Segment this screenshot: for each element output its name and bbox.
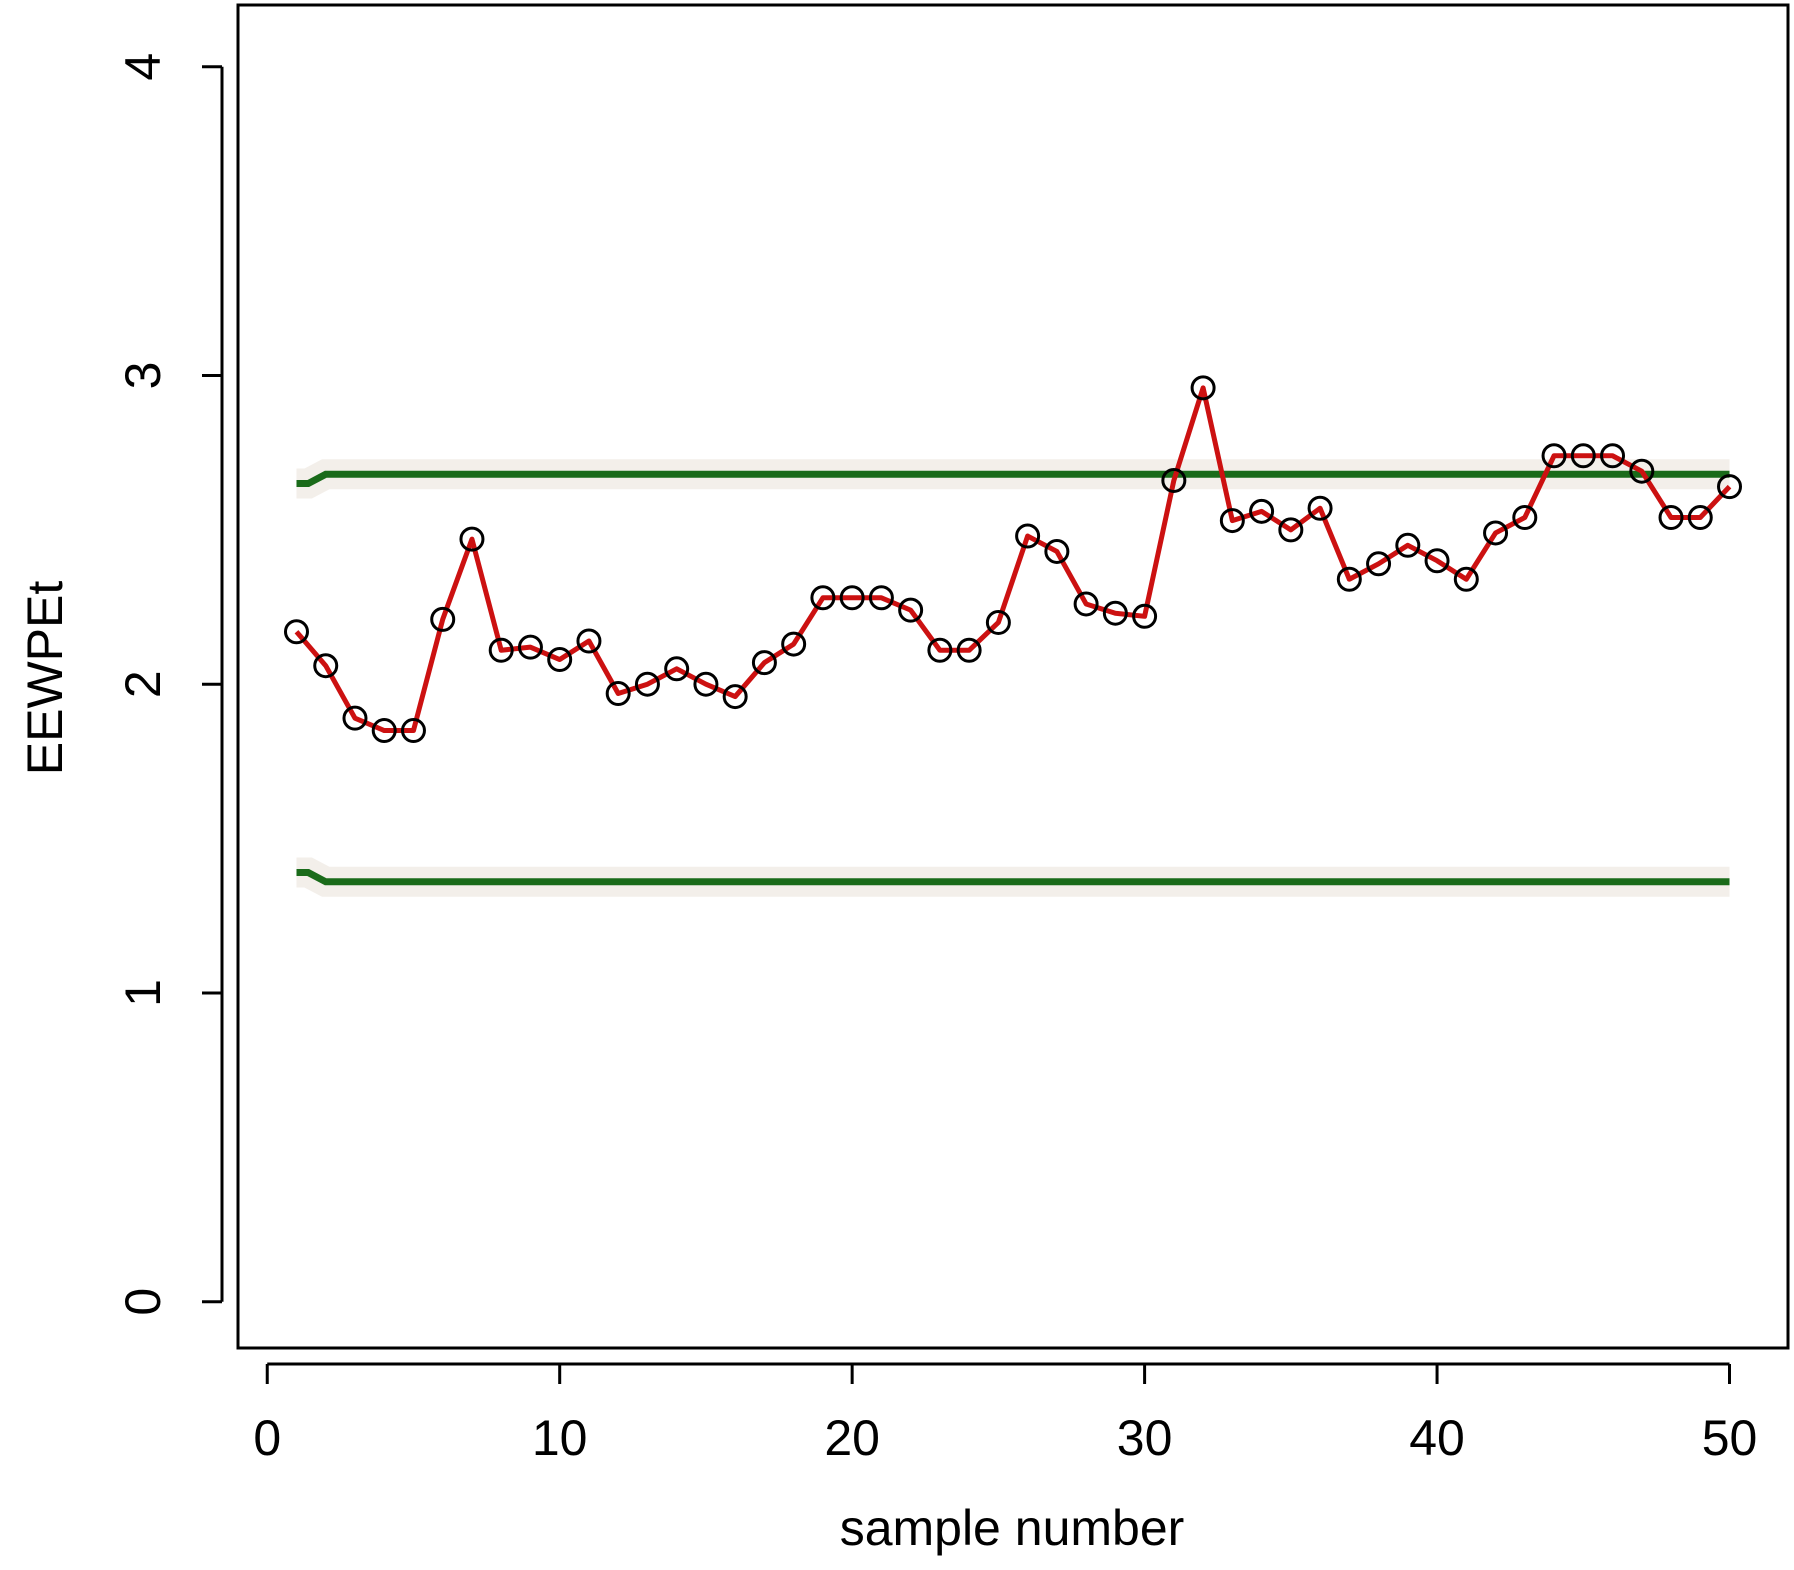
y-axis: 0 1 2 3 4 bbox=[115, 53, 224, 1316]
data-point bbox=[1366, 551, 1392, 577]
data-point bbox=[605, 680, 631, 706]
data-point bbox=[1541, 443, 1567, 469]
data-point bbox=[283, 619, 309, 645]
data-point bbox=[1102, 600, 1128, 626]
data-point bbox=[693, 671, 719, 697]
x-axis-title: sample number bbox=[840, 1500, 1185, 1556]
y-tick-label: 0 bbox=[115, 1288, 171, 1316]
upper-control-limit-line bbox=[296, 470, 1730, 488]
data-point bbox=[517, 634, 543, 660]
data-point bbox=[1687, 505, 1713, 531]
data-point bbox=[459, 526, 485, 552]
data-point bbox=[927, 637, 953, 663]
x-tick-label: 40 bbox=[1409, 1410, 1465, 1466]
data-point bbox=[430, 606, 456, 632]
data-point bbox=[634, 671, 660, 697]
data-point bbox=[1307, 495, 1333, 521]
data-point bbox=[1219, 508, 1245, 534]
data-point bbox=[781, 631, 807, 657]
data-point bbox=[1278, 517, 1304, 543]
data-point bbox=[576, 628, 602, 654]
data-point bbox=[1336, 566, 1362, 592]
data-point bbox=[400, 718, 426, 744]
data-point bbox=[722, 684, 748, 710]
data-point bbox=[1483, 520, 1509, 546]
data-series bbox=[283, 375, 1743, 744]
data-point bbox=[488, 637, 514, 663]
y-tick-label: 3 bbox=[115, 362, 171, 390]
data-line bbox=[294, 385, 1732, 734]
data-point bbox=[1570, 443, 1596, 469]
data-point bbox=[1453, 566, 1479, 592]
data-point bbox=[1658, 505, 1684, 531]
data-point bbox=[371, 718, 397, 744]
x-tick-label: 50 bbox=[1702, 1410, 1758, 1466]
x-tick-label: 10 bbox=[532, 1410, 588, 1466]
data-point bbox=[1044, 538, 1070, 564]
data-point bbox=[956, 637, 982, 663]
data-point bbox=[547, 647, 573, 673]
data-point bbox=[1395, 532, 1421, 558]
data-point bbox=[342, 705, 368, 731]
data-point bbox=[1161, 467, 1187, 493]
data-point bbox=[751, 650, 777, 676]
data-point bbox=[1190, 375, 1216, 401]
data-point bbox=[1015, 523, 1041, 549]
data-point bbox=[1512, 505, 1538, 531]
plot-frame bbox=[236, 3, 1790, 1350]
data-point bbox=[1717, 474, 1743, 500]
data-point bbox=[868, 585, 894, 611]
x-tick-label: 0 bbox=[253, 1410, 281, 1466]
data-point bbox=[1629, 458, 1655, 484]
data-point bbox=[1249, 498, 1275, 524]
data-point bbox=[1600, 443, 1626, 469]
data-point bbox=[985, 609, 1011, 635]
y-tick-label: 4 bbox=[115, 53, 171, 81]
data-point bbox=[810, 585, 836, 611]
x-tick-label: 30 bbox=[1117, 1410, 1173, 1466]
data-point bbox=[1073, 591, 1099, 617]
data-point bbox=[839, 585, 865, 611]
data-point bbox=[1132, 603, 1158, 629]
y-axis-title: EEWPEt bbox=[17, 581, 73, 776]
data-point bbox=[664, 656, 690, 682]
data-point bbox=[1424, 548, 1450, 574]
y-tick-label: 1 bbox=[115, 979, 171, 1007]
x-tick-label: 20 bbox=[824, 1410, 880, 1466]
y-tick-label: 2 bbox=[115, 670, 171, 698]
data-point bbox=[898, 597, 924, 623]
data-point bbox=[313, 653, 339, 679]
control-limit-lines bbox=[296, 459, 1730, 897]
x-axis: 0 10 20 30 40 50 bbox=[253, 1362, 1758, 1466]
lower-control-limit-line bbox=[296, 869, 1730, 886]
